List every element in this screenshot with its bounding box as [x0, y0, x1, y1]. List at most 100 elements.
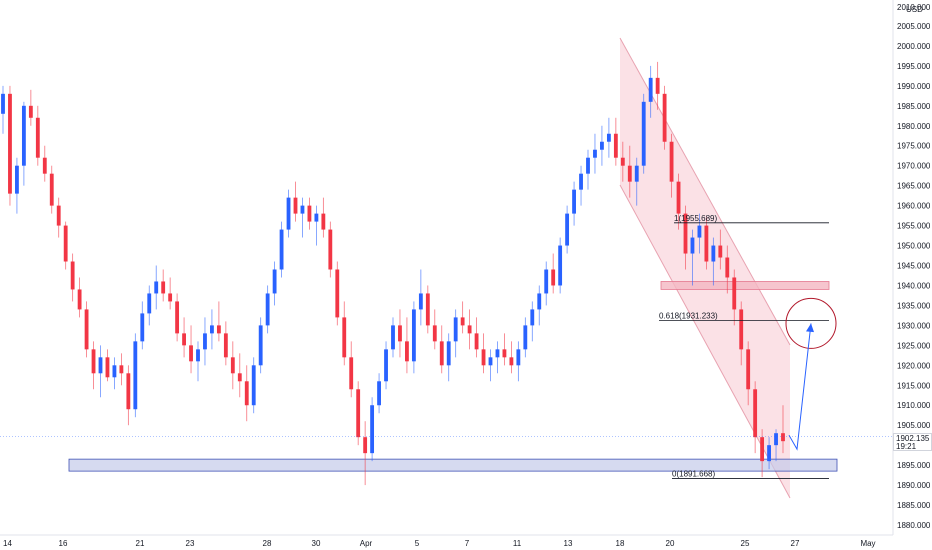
- x-tick-label: 5: [415, 539, 420, 548]
- projection-arrow: [788, 323, 812, 451]
- candle: [495, 341, 500, 374]
- resistance-zone: [660, 281, 830, 290]
- candle: [356, 381, 361, 446]
- candle-body: [669, 141, 674, 182]
- candle-body: [593, 149, 597, 158]
- candle-body: [460, 317, 465, 326]
- candle-body: [418, 293, 423, 310]
- candle-body: [356, 389, 361, 438]
- y-tick-label: 1995.000: [897, 62, 931, 71]
- x-tick-label: 18: [616, 539, 625, 548]
- candle: [558, 237, 563, 294]
- candle: [216, 301, 221, 342]
- candle: [154, 265, 159, 310]
- candle: [300, 197, 305, 238]
- candle-body: [377, 381, 381, 406]
- candle-body: [49, 173, 54, 206]
- candle: [196, 341, 200, 382]
- candle: [446, 333, 451, 382]
- candle-body: [154, 281, 159, 294]
- y-tick-label: 1980.000: [897, 122, 931, 131]
- y-tick-label: 1990.000: [897, 82, 931, 91]
- y-tick-label: 1915.000: [897, 381, 931, 390]
- candle-body: [648, 77, 653, 102]
- candle: [418, 269, 423, 326]
- candle: [453, 309, 458, 358]
- candle: [314, 205, 319, 246]
- candle-body: [349, 357, 354, 390]
- candle-body: [530, 309, 535, 326]
- candle-body: [586, 157, 590, 174]
- x-tick-label: 25: [741, 539, 750, 548]
- y-tick-label: 1905.000: [897, 421, 931, 430]
- candle-body: [8, 93, 12, 194]
- candle: [377, 373, 381, 414]
- candle-body: [1, 93, 5, 114]
- candle-body: [781, 433, 785, 442]
- candle-body: [467, 325, 472, 334]
- candle-body: [140, 313, 145, 342]
- candle-body: [28, 105, 33, 118]
- candle-body: [502, 349, 507, 358]
- candle: [258, 317, 263, 374]
- candle: [175, 293, 180, 342]
- y-tick-label: 1890.000: [897, 481, 931, 490]
- x-tick-label: 27: [791, 539, 800, 548]
- candle: [467, 309, 472, 350]
- candle: [572, 181, 576, 226]
- candle-body: [537, 293, 542, 310]
- candle: [586, 149, 590, 190]
- candle: [753, 381, 758, 454]
- candle: [363, 421, 368, 486]
- candle-body: [774, 433, 778, 446]
- candle-body: [411, 309, 416, 362]
- candle: [335, 261, 340, 326]
- candle: [432, 309, 437, 350]
- candle-body: [133, 341, 138, 410]
- candle: [627, 145, 632, 198]
- fib-level-label: 0.618(1931.233): [659, 311, 718, 320]
- candle: [398, 309, 402, 358]
- y-tick-label: 1930.000: [897, 321, 931, 330]
- candle-body: [551, 269, 556, 286]
- candle-body: [683, 213, 688, 254]
- x-tick-label: 7: [465, 539, 470, 548]
- candle-body: [182, 333, 186, 346]
- candle: [509, 341, 514, 374]
- candle-body: [704, 225, 709, 262]
- y-tick-label: 1880.000: [897, 521, 931, 530]
- currency-label: USD: [906, 5, 923, 14]
- candle: [488, 349, 493, 382]
- candle-body: [223, 333, 228, 358]
- candle: [739, 301, 744, 366]
- candle-body: [725, 257, 730, 278]
- y-tick-label: 1970.000: [897, 162, 931, 171]
- candle-body: [516, 349, 521, 366]
- candle-body: [42, 157, 47, 174]
- price-axis-background: [893, 0, 932, 550]
- candle-body: [251, 365, 256, 406]
- candle-body: [105, 357, 110, 378]
- candle: [63, 221, 68, 270]
- candle-body: [237, 373, 242, 382]
- candle: [690, 229, 695, 286]
- x-tick-label: 16: [59, 539, 68, 548]
- candle: [384, 341, 388, 390]
- candle-body: [634, 165, 639, 182]
- candle-body: [509, 357, 514, 366]
- candle: [502, 333, 507, 366]
- x-tick-label: May: [860, 539, 875, 548]
- candle-body: [606, 133, 611, 142]
- candle-body: [558, 245, 563, 286]
- candle-body: [56, 205, 61, 226]
- candle-body: [175, 301, 180, 334]
- candle-body: [711, 245, 716, 262]
- candle-body: [335, 269, 340, 318]
- candle-body: [279, 229, 284, 270]
- y-tick-label: 1965.000: [897, 182, 931, 191]
- candle: [634, 157, 639, 206]
- candle-body: [627, 165, 632, 182]
- candle: [28, 89, 33, 126]
- candle-body: [662, 93, 667, 142]
